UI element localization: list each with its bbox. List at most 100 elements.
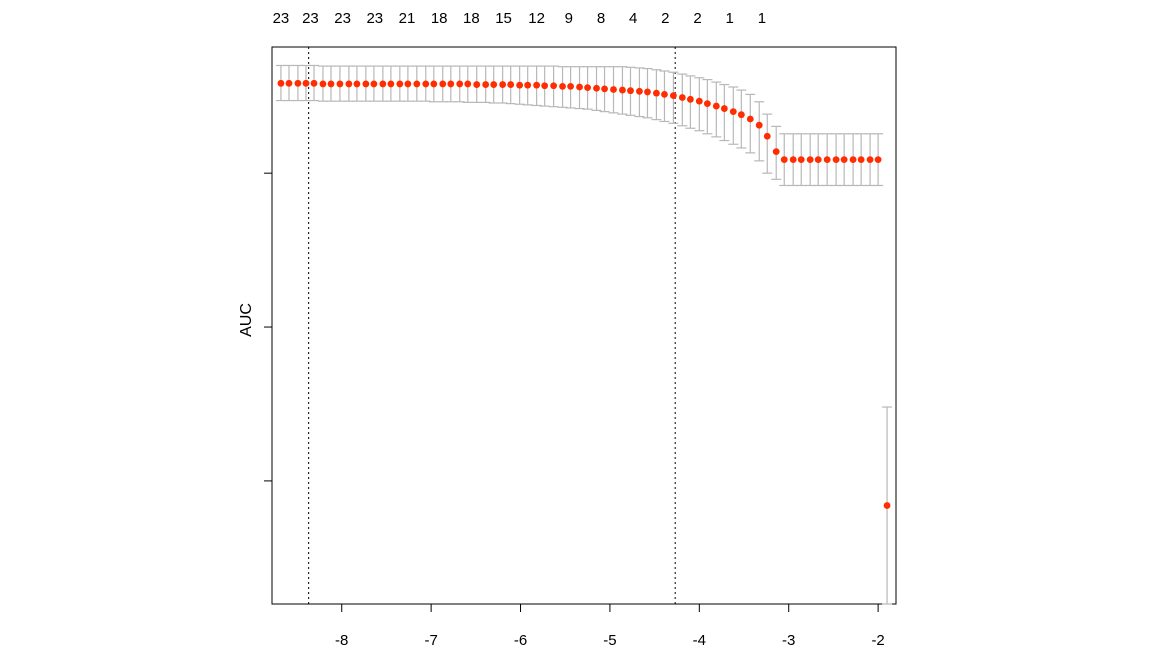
data-point (319, 80, 327, 88)
data-point (636, 87, 643, 95)
data-point (653, 89, 660, 97)
plot-frame (271, 46, 897, 605)
top-label: 1 (758, 10, 766, 27)
data-point (507, 81, 515, 88)
top-label: 18 (431, 10, 448, 27)
data-point (576, 83, 583, 91)
x-tick-label: -2 (871, 632, 884, 649)
top-labels: 23 23 23 23 21 18 18 15 12 9 8 4 2 2 1 1 (273, 10, 766, 27)
data-point (422, 80, 430, 88)
top-label: 9 (565, 10, 573, 27)
data-point (482, 81, 490, 88)
data-point (396, 80, 404, 88)
data-point (661, 90, 668, 98)
x-tick-label: -3 (782, 632, 795, 649)
data-point (789, 156, 797, 164)
data-point (797, 156, 805, 164)
data-point (550, 82, 558, 90)
top-label: 23 (334, 10, 351, 27)
data-point (285, 79, 293, 87)
data-point (720, 105, 728, 112)
data-point (567, 82, 574, 90)
x-tick-label: -5 (603, 632, 616, 649)
data-point (780, 156, 788, 164)
x-axis: -8 -7 -6 -5 -4 -3 -2 (335, 603, 885, 649)
data-point (593, 84, 600, 92)
x-tick-label: -4 (693, 632, 706, 649)
data-point (387, 80, 395, 88)
data-point (294, 79, 302, 87)
data-point (404, 80, 412, 88)
data-point (849, 156, 857, 164)
data-point (883, 502, 891, 509)
top-label: 12 (528, 10, 545, 27)
data-point (345, 80, 353, 88)
data-points (277, 79, 891, 509)
top-label: 23 (366, 10, 383, 27)
x-tick-label: -7 (424, 632, 437, 649)
data-point (310, 79, 318, 87)
data-point (464, 80, 472, 88)
data-point (601, 85, 608, 93)
data-point (362, 80, 370, 88)
data-point (627, 87, 634, 95)
x-tick-label: -6 (514, 632, 527, 649)
data-point (840, 156, 848, 164)
data-point (763, 132, 771, 140)
data-point (584, 84, 591, 92)
data-point (678, 94, 686, 101)
data-point (857, 156, 865, 164)
data-point (524, 81, 532, 89)
top-label: 1 (726, 10, 734, 27)
data-point (669, 92, 677, 100)
data-point (277, 79, 285, 87)
data-point (866, 156, 874, 164)
data-point (737, 111, 745, 119)
data-point (533, 81, 541, 89)
data-point (619, 86, 626, 94)
data-point (353, 80, 361, 88)
top-label: 2 (693, 10, 701, 27)
data-point (874, 156, 882, 164)
data-point (370, 80, 378, 88)
data-point (832, 156, 840, 164)
data-point (823, 156, 831, 164)
data-point (610, 86, 617, 93)
data-point (490, 81, 498, 88)
data-point (755, 121, 763, 129)
data-point (327, 80, 335, 88)
data-point (516, 81, 524, 89)
data-point (772, 148, 780, 156)
data-point (746, 115, 754, 123)
top-label: 8 (597, 10, 605, 27)
data-point (447, 80, 455, 88)
data-point (644, 88, 651, 96)
data-point (712, 102, 720, 110)
data-point (695, 97, 703, 105)
y-axis-label: AUC (238, 303, 255, 337)
data-point (302, 79, 310, 87)
data-point (473, 81, 481, 88)
error-bars (275, 64, 893, 605)
data-point (541, 82, 549, 90)
top-label: 23 (302, 10, 319, 27)
y-axis (264, 172, 272, 482)
data-point (336, 80, 344, 88)
data-point (686, 95, 694, 103)
top-label: 21 (399, 10, 416, 27)
reference-lines (308, 47, 676, 604)
data-point (559, 82, 566, 90)
data-point (814, 156, 822, 164)
data-point (703, 100, 711, 108)
top-label: 15 (495, 10, 512, 27)
data-point (430, 80, 438, 88)
data-point (379, 80, 387, 88)
top-label: 18 (463, 10, 480, 27)
data-point (499, 81, 507, 88)
data-point (729, 108, 737, 116)
top-label: 2 (661, 10, 669, 27)
top-label: 23 (273, 10, 290, 27)
x-tick-label: -8 (335, 632, 348, 649)
top-label: 4 (629, 10, 637, 27)
